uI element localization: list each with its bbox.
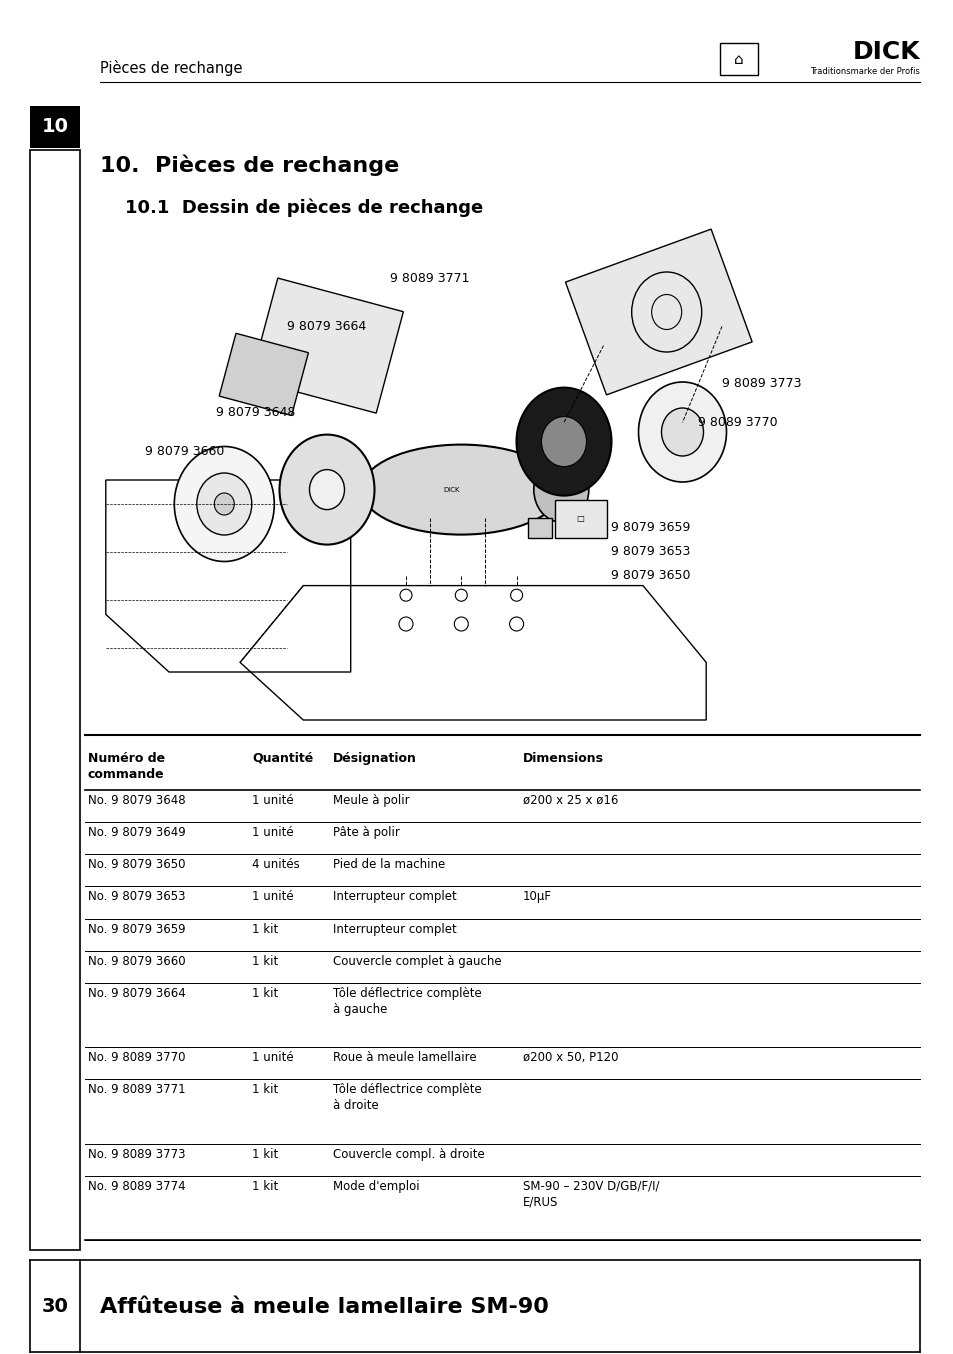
Ellipse shape (541, 417, 586, 467)
Bar (555, 501, 606, 539)
Circle shape (398, 617, 413, 631)
Bar (528, 519, 552, 538)
Text: 9 8089 3773: 9 8089 3773 (721, 378, 801, 390)
Text: 1 kit: 1 kit (252, 922, 278, 936)
Text: No. 9 8079 3664: No. 9 8079 3664 (88, 987, 186, 999)
Ellipse shape (361, 444, 560, 535)
Text: 10.  Pièces de rechange: 10. Pièces de rechange (100, 154, 399, 176)
Circle shape (455, 589, 467, 601)
Polygon shape (251, 278, 403, 413)
Text: No. 9 8079 3648: No. 9 8079 3648 (88, 793, 186, 807)
Text: 1 unité: 1 unité (252, 891, 294, 903)
Text: DICK: DICK (851, 41, 919, 64)
Polygon shape (565, 229, 751, 395)
Text: 1 unité: 1 unité (252, 1051, 294, 1064)
Text: ø200 x 50, P120: ø200 x 50, P120 (522, 1051, 618, 1064)
Text: 9 8079 3650: 9 8079 3650 (611, 570, 690, 582)
Text: Tôle déflectrice complète
à gauche: Tôle déflectrice complète à gauche (333, 987, 481, 1016)
Text: Tôle déflectrice complète
à droite: Tôle déflectrice complète à droite (333, 1083, 481, 1112)
Text: 1 kit: 1 kit (252, 1179, 278, 1193)
Text: 10: 10 (42, 118, 69, 137)
Text: Dimensions: Dimensions (522, 751, 603, 765)
Text: Affûteuse à meule lamellaire SM-90: Affûteuse à meule lamellaire SM-90 (100, 1297, 548, 1317)
Circle shape (454, 617, 468, 631)
Ellipse shape (196, 473, 252, 535)
Ellipse shape (638, 382, 726, 482)
Text: 1 kit: 1 kit (252, 955, 278, 968)
Text: 9 8089 3771: 9 8089 3771 (390, 272, 469, 284)
Text: No. 9 8079 3653: No. 9 8079 3653 (88, 891, 185, 903)
Text: No. 9 8089 3773: No. 9 8089 3773 (88, 1148, 185, 1160)
Text: 9 8079 3664: 9 8079 3664 (287, 320, 366, 333)
Ellipse shape (516, 387, 611, 496)
Circle shape (399, 589, 412, 601)
Text: Numéro de
commande: Numéro de commande (88, 751, 165, 781)
Text: 9 8089 3770: 9 8089 3770 (698, 416, 777, 429)
Text: No. 9 8079 3660: No. 9 8079 3660 (88, 955, 186, 968)
Ellipse shape (660, 408, 702, 456)
Text: 9 8079 3648: 9 8079 3648 (216, 406, 295, 420)
Text: Mode d'emploi: Mode d'emploi (333, 1179, 419, 1193)
Text: No. 9 8089 3771: No. 9 8089 3771 (88, 1083, 186, 1097)
Text: Meule à polir: Meule à polir (333, 793, 409, 807)
Text: Interrupteur complet: Interrupteur complet (333, 891, 456, 903)
Text: 10µF: 10µF (522, 891, 552, 903)
Text: 1 kit: 1 kit (252, 987, 278, 999)
Text: 30: 30 (42, 1297, 69, 1316)
Polygon shape (219, 333, 308, 416)
Text: No. 9 8089 3774: No. 9 8089 3774 (88, 1179, 186, 1193)
Text: 1 unité: 1 unité (252, 826, 294, 839)
Ellipse shape (309, 470, 344, 509)
Text: Couvercle complet à gauche: Couvercle complet à gauche (333, 955, 501, 968)
Text: ø200 x 25 x ø16: ø200 x 25 x ø16 (522, 793, 618, 807)
Text: No. 9 8079 3659: No. 9 8079 3659 (88, 922, 186, 936)
Text: 9 8079 3653: 9 8079 3653 (611, 546, 690, 558)
Text: Désignation: Désignation (333, 751, 416, 765)
Bar (720, 43, 758, 74)
Text: DICK: DICK (442, 486, 459, 493)
Text: Quantité: Quantité (252, 751, 313, 765)
Text: Pâte à polir: Pâte à polir (333, 826, 399, 839)
Ellipse shape (279, 435, 375, 544)
Text: □: □ (576, 515, 583, 523)
Bar (30, 150, 80, 1250)
Text: 10.1  Dessin de pièces de rechange: 10.1 Dessin de pièces de rechange (125, 199, 483, 217)
Text: 1 kit: 1 kit (252, 1083, 278, 1097)
Text: 1 kit: 1 kit (252, 1148, 278, 1160)
Text: SM-90 – 230V D/GB/F/I/
E/RUS: SM-90 – 230V D/GB/F/I/ E/RUS (522, 1179, 659, 1209)
Text: No. 9 8089 3770: No. 9 8089 3770 (88, 1051, 185, 1064)
Text: Interrupteur complet: Interrupteur complet (333, 922, 456, 936)
Ellipse shape (174, 447, 274, 562)
Circle shape (509, 617, 523, 631)
Text: 4 unités: 4 unités (252, 858, 299, 871)
Text: Roue à meule lamellaire: Roue à meule lamellaire (333, 1051, 476, 1064)
Text: No. 9 8079 3649: No. 9 8079 3649 (88, 826, 186, 839)
Circle shape (510, 589, 522, 601)
Text: Traditionsmarke der Profis: Traditionsmarke der Profis (809, 68, 919, 76)
Text: ⌂: ⌂ (734, 53, 743, 68)
Bar (30, 106, 80, 148)
Ellipse shape (534, 458, 588, 523)
Text: Pièces de rechange: Pièces de rechange (100, 60, 242, 76)
Text: 9 8079 3659: 9 8079 3659 (611, 521, 690, 535)
Text: Couvercle compl. à droite: Couvercle compl. à droite (333, 1148, 484, 1160)
Text: Pied de la machine: Pied de la machine (333, 858, 445, 871)
Text: 1 unité: 1 unité (252, 793, 294, 807)
Text: No. 9 8079 3650: No. 9 8079 3650 (88, 858, 185, 871)
Ellipse shape (214, 493, 234, 515)
Text: 9 8079 3660: 9 8079 3660 (145, 444, 225, 458)
